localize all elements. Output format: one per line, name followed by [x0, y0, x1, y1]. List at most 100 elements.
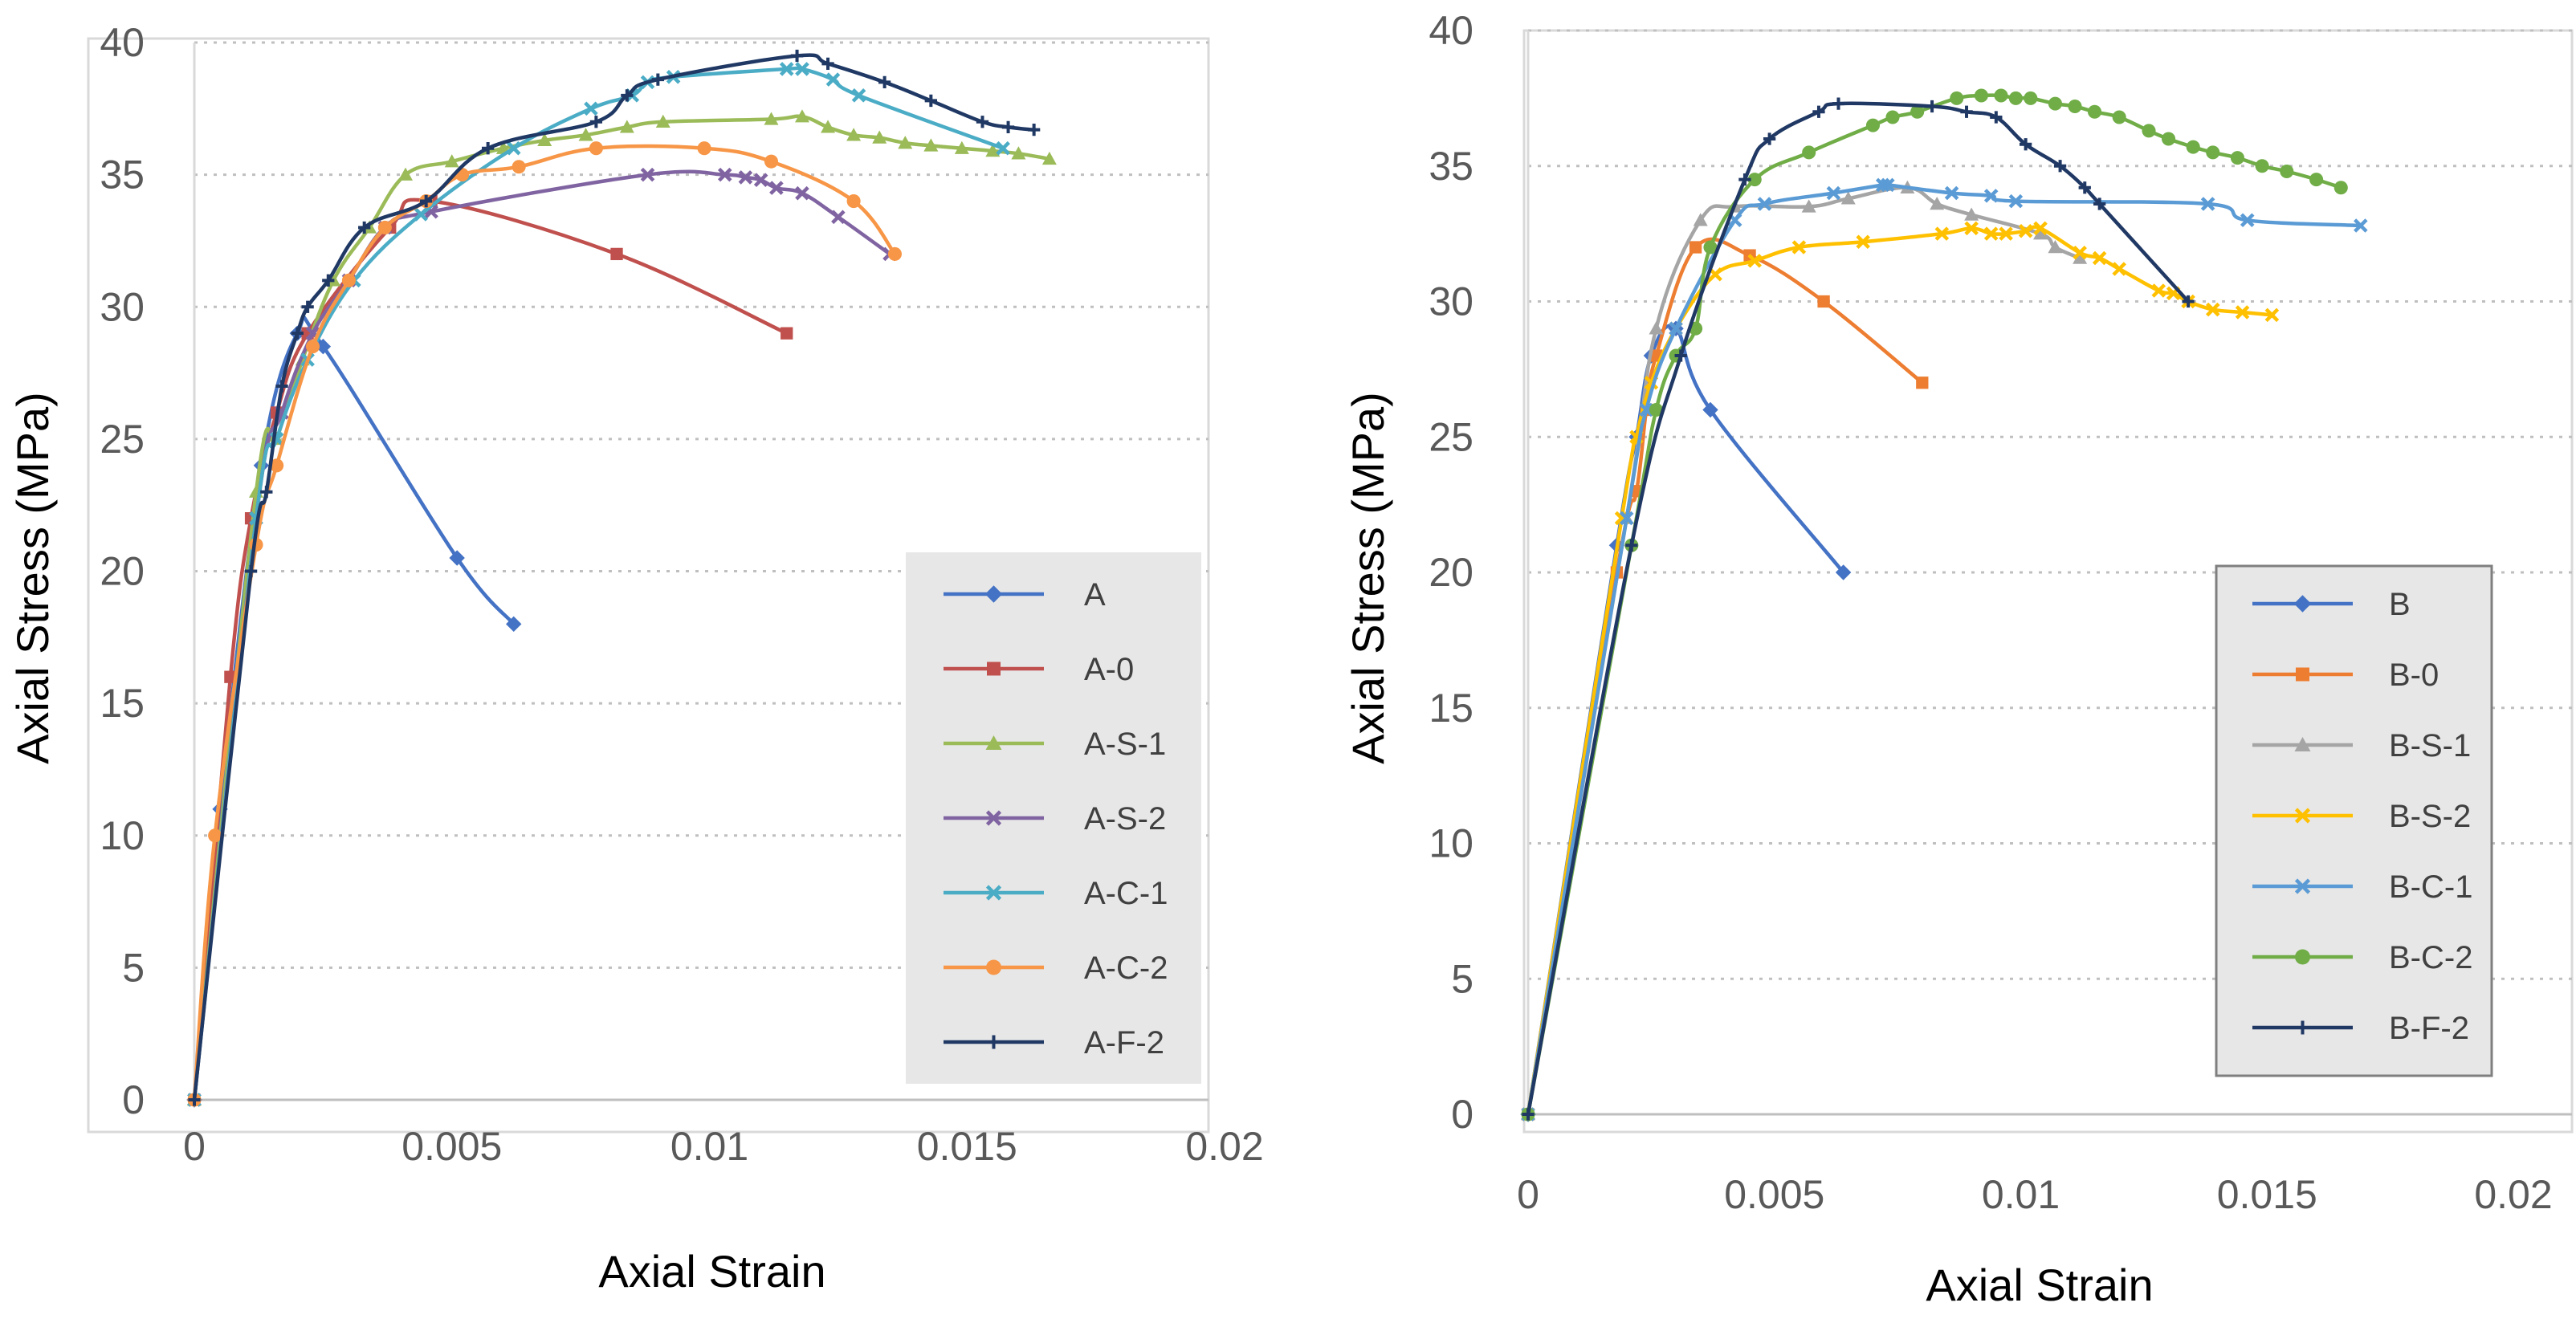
data-point-a-s-1	[872, 130, 887, 144]
data-point-b-s-2	[1983, 226, 1999, 241]
data-point-b-s-2	[2018, 223, 2033, 238]
y-tick-label: 30	[100, 284, 145, 329]
data-point-b-f-2	[1926, 100, 1938, 113]
data-point-b-c-2	[2024, 91, 2038, 105]
series-a-f-2	[188, 49, 1041, 1106]
legend-label-b-s-1: B-S-1	[2389, 728, 2471, 763]
data-point-b-c-2	[2068, 99, 2082, 114]
data-point-a-s-1	[846, 128, 862, 141]
data-point-b-c-2	[1974, 88, 1988, 103]
y-tick-label: 35	[1429, 144, 1473, 189]
y-tick-label: 10	[1429, 821, 1473, 866]
data-point-a-s-2	[753, 173, 768, 188]
y-tick-label: 20	[1429, 550, 1473, 595]
data-point-b-c-2	[1802, 145, 1816, 160]
y-tick-label: 35	[100, 153, 145, 197]
legend-marker-b-s-1	[2294, 737, 2311, 751]
data-point-a-f-2	[358, 221, 371, 234]
legend-marker-b-s-2	[2294, 808, 2311, 824]
y-tick-label: 0	[122, 1077, 145, 1122]
legend-marker-b-0	[2296, 667, 2309, 682]
legend-marker-a-0	[987, 662, 1001, 676]
legend-label-b-s-2: B-S-2	[2389, 799, 2471, 834]
data-point-b-c-2	[2280, 164, 2294, 179]
data-point-a	[506, 616, 522, 633]
data-point-b-f-2	[1960, 105, 1973, 118]
data-point-a-f-2	[976, 116, 989, 128]
y-tick-label: 15	[100, 681, 145, 726]
data-point-a-s-1	[898, 136, 913, 149]
x-tick-label: 0.005	[401, 1124, 502, 1169]
legend-marker-a-c-1	[985, 885, 1002, 901]
data-point-a-c-2	[377, 220, 392, 235]
series-line-b-s-2	[1526, 225, 2272, 1115]
data-point-b-s-2	[1856, 234, 1870, 250]
data-point-a-c-2	[887, 246, 902, 261]
data-point-b-c-2	[2309, 173, 2324, 187]
data-point-a-s-1	[398, 167, 414, 181]
y-tick-label: 25	[1429, 414, 1473, 459]
data-point-b-c-2	[2008, 91, 2023, 105]
data-point-b-c-2	[2142, 124, 2156, 138]
x-tick-label: 0.015	[917, 1124, 1017, 1169]
data-point-b-c-2	[1910, 104, 1925, 119]
x-tick-label: 0.005	[1724, 1172, 1824, 1217]
data-point-a-s-1	[444, 154, 459, 168]
data-point-a-s-1	[537, 132, 552, 147]
data-point-a-s-1	[655, 114, 670, 128]
legend-marker-a-f-2	[987, 1035, 1001, 1049]
data-point-b-s-1	[1930, 197, 1945, 210]
data-point-a-f-2	[260, 486, 273, 499]
series-a-c-2	[187, 141, 902, 1107]
data-point-a-0	[781, 327, 793, 340]
data-point-b-s-2	[2092, 250, 2107, 266]
data-point-a-c-1	[414, 207, 429, 222]
data-point-a-c-1	[779, 62, 794, 76]
data-point-a-f-2	[301, 300, 314, 313]
chart-b: 0 5 10 15 20 25 30 35 40 0 0.005 0.01 0.015 0.02 Axial…	[1343, 8, 2574, 1310]
data-point-b-c-1	[1669, 321, 1683, 336]
legend-marker-a	[984, 585, 1003, 603]
data-point-b-s-2	[1791, 240, 1807, 254]
data-point-b-c-2	[1994, 88, 2008, 103]
data-point-b-c-1	[1757, 197, 1772, 211]
data-point-b-c-2	[1865, 118, 1880, 132]
data-point-a-s-2	[738, 170, 753, 185]
data-point-b-s-1	[2033, 226, 2048, 240]
chart-a: 0 5 10 15 20 25 30 35 40 0 0.005 0.01 0.015 0.02 Axial…	[7, 20, 1264, 1297]
legend-label-a-f-2: A-F-2	[1084, 1025, 1164, 1060]
data-point-b-s-1	[2073, 250, 2088, 264]
data-point-b-s-1	[1964, 207, 1979, 221]
legend-label-b-c-2: B-C-2	[2389, 940, 2472, 975]
legend-label-a-c-2: A-C-2	[1084, 951, 1168, 986]
data-point-a-f-2	[878, 75, 891, 89]
data-point-b-f-2	[1674, 349, 1687, 362]
legend-label-a-c-1: A-C-1	[1084, 876, 1168, 911]
data-point-a-f-2	[188, 1093, 201, 1106]
data-point-a-f-2	[420, 194, 433, 208]
data-point-a-c-2	[341, 273, 357, 287]
legend-marker-b-f-2	[2296, 1020, 2309, 1035]
legend: B B-0 B-S-1 B-S-2 B-C-1 B-C-2 B-F-2	[2215, 564, 2493, 1077]
data-point-b-f-2	[2053, 160, 2067, 173]
data-point-a-c-2	[764, 154, 779, 169]
data-point-b-s-2	[1934, 226, 1950, 241]
data-point-b-c-2	[2230, 151, 2244, 165]
data-point-a-c-1	[851, 88, 866, 103]
data-point-a-c-2	[697, 141, 711, 156]
legend-marker-b-c-1	[2294, 878, 2311, 894]
data-point-a-f-2	[275, 380, 288, 393]
data-point-b-c-2	[2048, 96, 2062, 111]
data-point-a-c-1	[795, 62, 809, 76]
data-point-b-c-1	[2008, 193, 2024, 209]
data-point-a-s-1	[821, 120, 836, 133]
series-b-s-2	[1521, 221, 2280, 1122]
data-point-b-s-2	[2205, 302, 2220, 317]
x-tick-label: 0.015	[2217, 1172, 2317, 1217]
data-point-b-c-2	[2087, 104, 2102, 119]
data-point-a-s-1	[1041, 151, 1057, 165]
data-point-a-f-2	[821, 57, 834, 70]
legend: A A-0 A-S-1 A-S-2 A-C-1 A-C-2 A-F-2	[906, 552, 1201, 1084]
data-point-a-c-2	[208, 828, 222, 843]
series-line-a-0	[192, 197, 788, 1101]
